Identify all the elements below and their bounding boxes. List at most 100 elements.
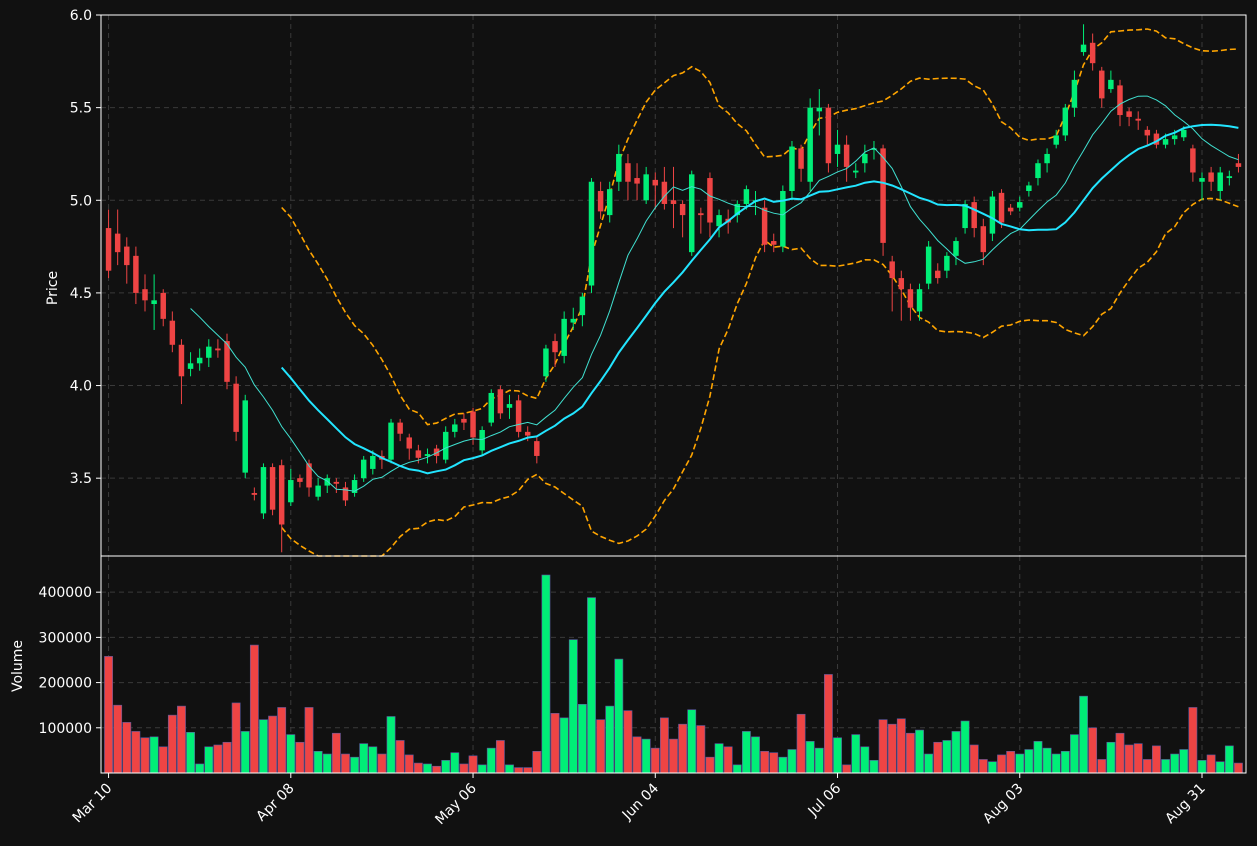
candle-body [944,255,950,271]
volume-bar [350,756,359,774]
volume-bar [1070,734,1079,774]
volume-bar [1115,732,1125,774]
candle-body [1080,44,1087,53]
candle-body [351,480,358,494]
volume-bar [1024,749,1034,774]
candle-body [907,289,914,308]
candle-body [269,467,276,510]
ma-slow-line [280,123,1239,475]
candle-body [570,318,577,323]
price-tick-label: 5.5 [70,101,92,117]
volume-bar [204,746,214,774]
volume-bar [149,736,159,774]
volume-bar [514,767,523,774]
volume-bar [1188,707,1198,774]
volume-bar [896,718,906,774]
volume-bar [222,741,232,774]
volume-bar [778,756,788,774]
volume-bar [814,747,824,774]
candle-body [743,189,750,204]
volume-bar [1224,745,1234,774]
volume-bar [450,752,460,774]
candle-body [588,181,595,286]
volume-bar [906,732,915,774]
candle-body [980,226,987,253]
volume-bar [213,744,223,774]
volume-bar [1179,749,1189,774]
volume-bar [924,753,934,774]
volume-bar [113,704,123,774]
candle-body [342,487,349,501]
candle-body [1226,176,1233,179]
volume-bar [404,754,414,774]
candle-body [233,383,239,432]
volume-bar [1133,743,1143,774]
volume-bar [1142,759,1152,774]
candle-body [898,278,905,290]
volume-bar [413,762,423,774]
candle-body [333,481,340,484]
candle-body [506,404,513,408]
volume-bar [1152,745,1161,774]
candle-body [834,144,841,154]
volume-bar [177,705,186,774]
volume-bar [1106,741,1116,774]
candle-body [1126,111,1132,117]
candle-body [524,431,531,436]
volume-bar [705,756,715,774]
candle-body [406,437,412,449]
volume-bar [313,750,323,774]
volume-bar [423,763,432,774]
moving-averages [190,95,1239,492]
candle-body [461,418,467,423]
volume-bar [304,707,314,774]
candle-body [215,348,221,351]
candle-body [470,411,476,438]
volume-bar [769,752,779,774]
candle-body [142,289,148,301]
candle-body [1089,42,1096,64]
volume-bar [978,759,988,774]
candle-body [306,463,312,488]
candle-body [515,400,522,432]
volume-bar [1206,754,1216,774]
volume-bar [887,723,897,774]
candle-body [989,196,996,234]
candle-body [1181,129,1187,138]
volume-bar [1033,741,1043,774]
volume-bar [997,754,1006,774]
candle-body [488,392,494,423]
volume-bar [869,760,879,774]
candle-body [625,163,631,182]
volume-bar [368,746,378,774]
volume-bar [714,743,724,774]
volume-bar [441,760,451,774]
volume-bar [824,674,833,774]
volume-bar [1234,762,1243,774]
candle-body [278,465,285,525]
volume-bar [532,750,542,774]
candle-body [114,233,121,253]
volume-bar [259,719,268,774]
candle-body [224,341,230,382]
volume-bar [1015,753,1025,774]
candle-body [761,207,768,245]
volume-bar [632,736,642,774]
candle-body [1235,163,1242,167]
price-axis-label: Price [45,271,61,305]
volume-bar [1215,761,1225,774]
candle-body [1062,107,1069,136]
candle-body [770,241,777,245]
volume-bar [687,709,697,774]
volume-bar [842,764,852,774]
volume-bar [596,719,606,774]
grid-lines [101,14,1246,773]
volume-bar [541,574,551,774]
candle-body [397,422,403,434]
candle-body [807,107,813,182]
candle-body [843,144,850,167]
candle-body [1026,185,1032,192]
candle-body [935,270,941,279]
volume-bar [587,597,596,774]
candle-body [1035,163,1041,179]
